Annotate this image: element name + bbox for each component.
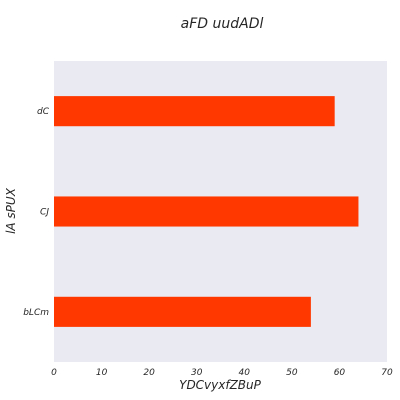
x-axis-label: YDCvyxfZBuP bbox=[179, 378, 262, 392]
chart-title: aFD uudADl bbox=[181, 16, 264, 32]
bar-bLCm bbox=[54, 296, 311, 327]
x-tick-label: 40 bbox=[239, 368, 251, 378]
x-tick-label: 20 bbox=[143, 368, 155, 378]
y-tick-label: dC bbox=[37, 107, 50, 117]
x-tick-label: 10 bbox=[96, 368, 108, 378]
bar-CJ bbox=[54, 196, 359, 227]
bar-dC bbox=[54, 96, 335, 127]
x-tick-label: 60 bbox=[334, 368, 346, 378]
x-tick-label: 50 bbox=[286, 368, 298, 378]
y-tick-label: CJ bbox=[40, 208, 49, 218]
x-tick-label: 30 bbox=[191, 368, 203, 378]
x-tick-label: 70 bbox=[381, 368, 393, 378]
y-axis-label: lA sPUX bbox=[4, 187, 18, 234]
y-tick-label: bLCm bbox=[23, 308, 49, 318]
x-tick-label: 0 bbox=[51, 368, 57, 378]
